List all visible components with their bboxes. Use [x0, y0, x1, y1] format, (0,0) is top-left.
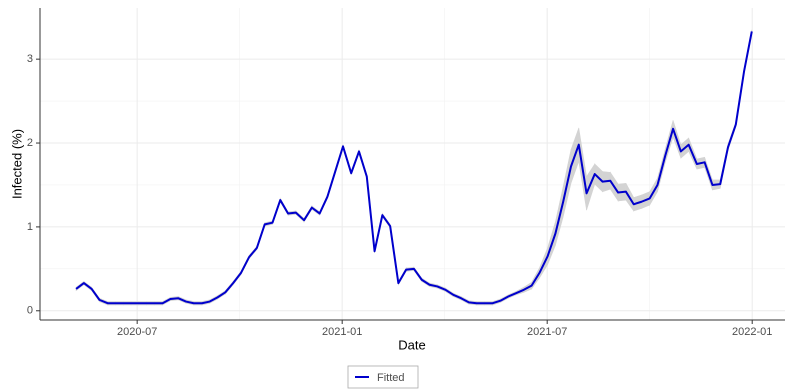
- x-axis-title: Date: [398, 337, 425, 352]
- y-tick-label: 1: [27, 221, 33, 233]
- x-tick-label: 2020-07: [117, 326, 157, 338]
- x-tick-label: 2022-01: [732, 326, 772, 338]
- legend-box: [347, 365, 419, 389]
- x-tick-label: 2021-07: [527, 326, 567, 338]
- confidence-band: [586, 162, 596, 211]
- y-tick-label: 0: [27, 305, 33, 317]
- data-line: [75, 31, 753, 305]
- y-tick-label: 3: [27, 53, 33, 65]
- x-tick-label: 2021-01: [322, 326, 362, 338]
- y-axis-title: Infected (%): [9, 129, 24, 199]
- legend-label: Fitted: [377, 372, 405, 384]
- y-tick-label: 2: [27, 137, 33, 149]
- legend: Fitted: [347, 365, 419, 389]
